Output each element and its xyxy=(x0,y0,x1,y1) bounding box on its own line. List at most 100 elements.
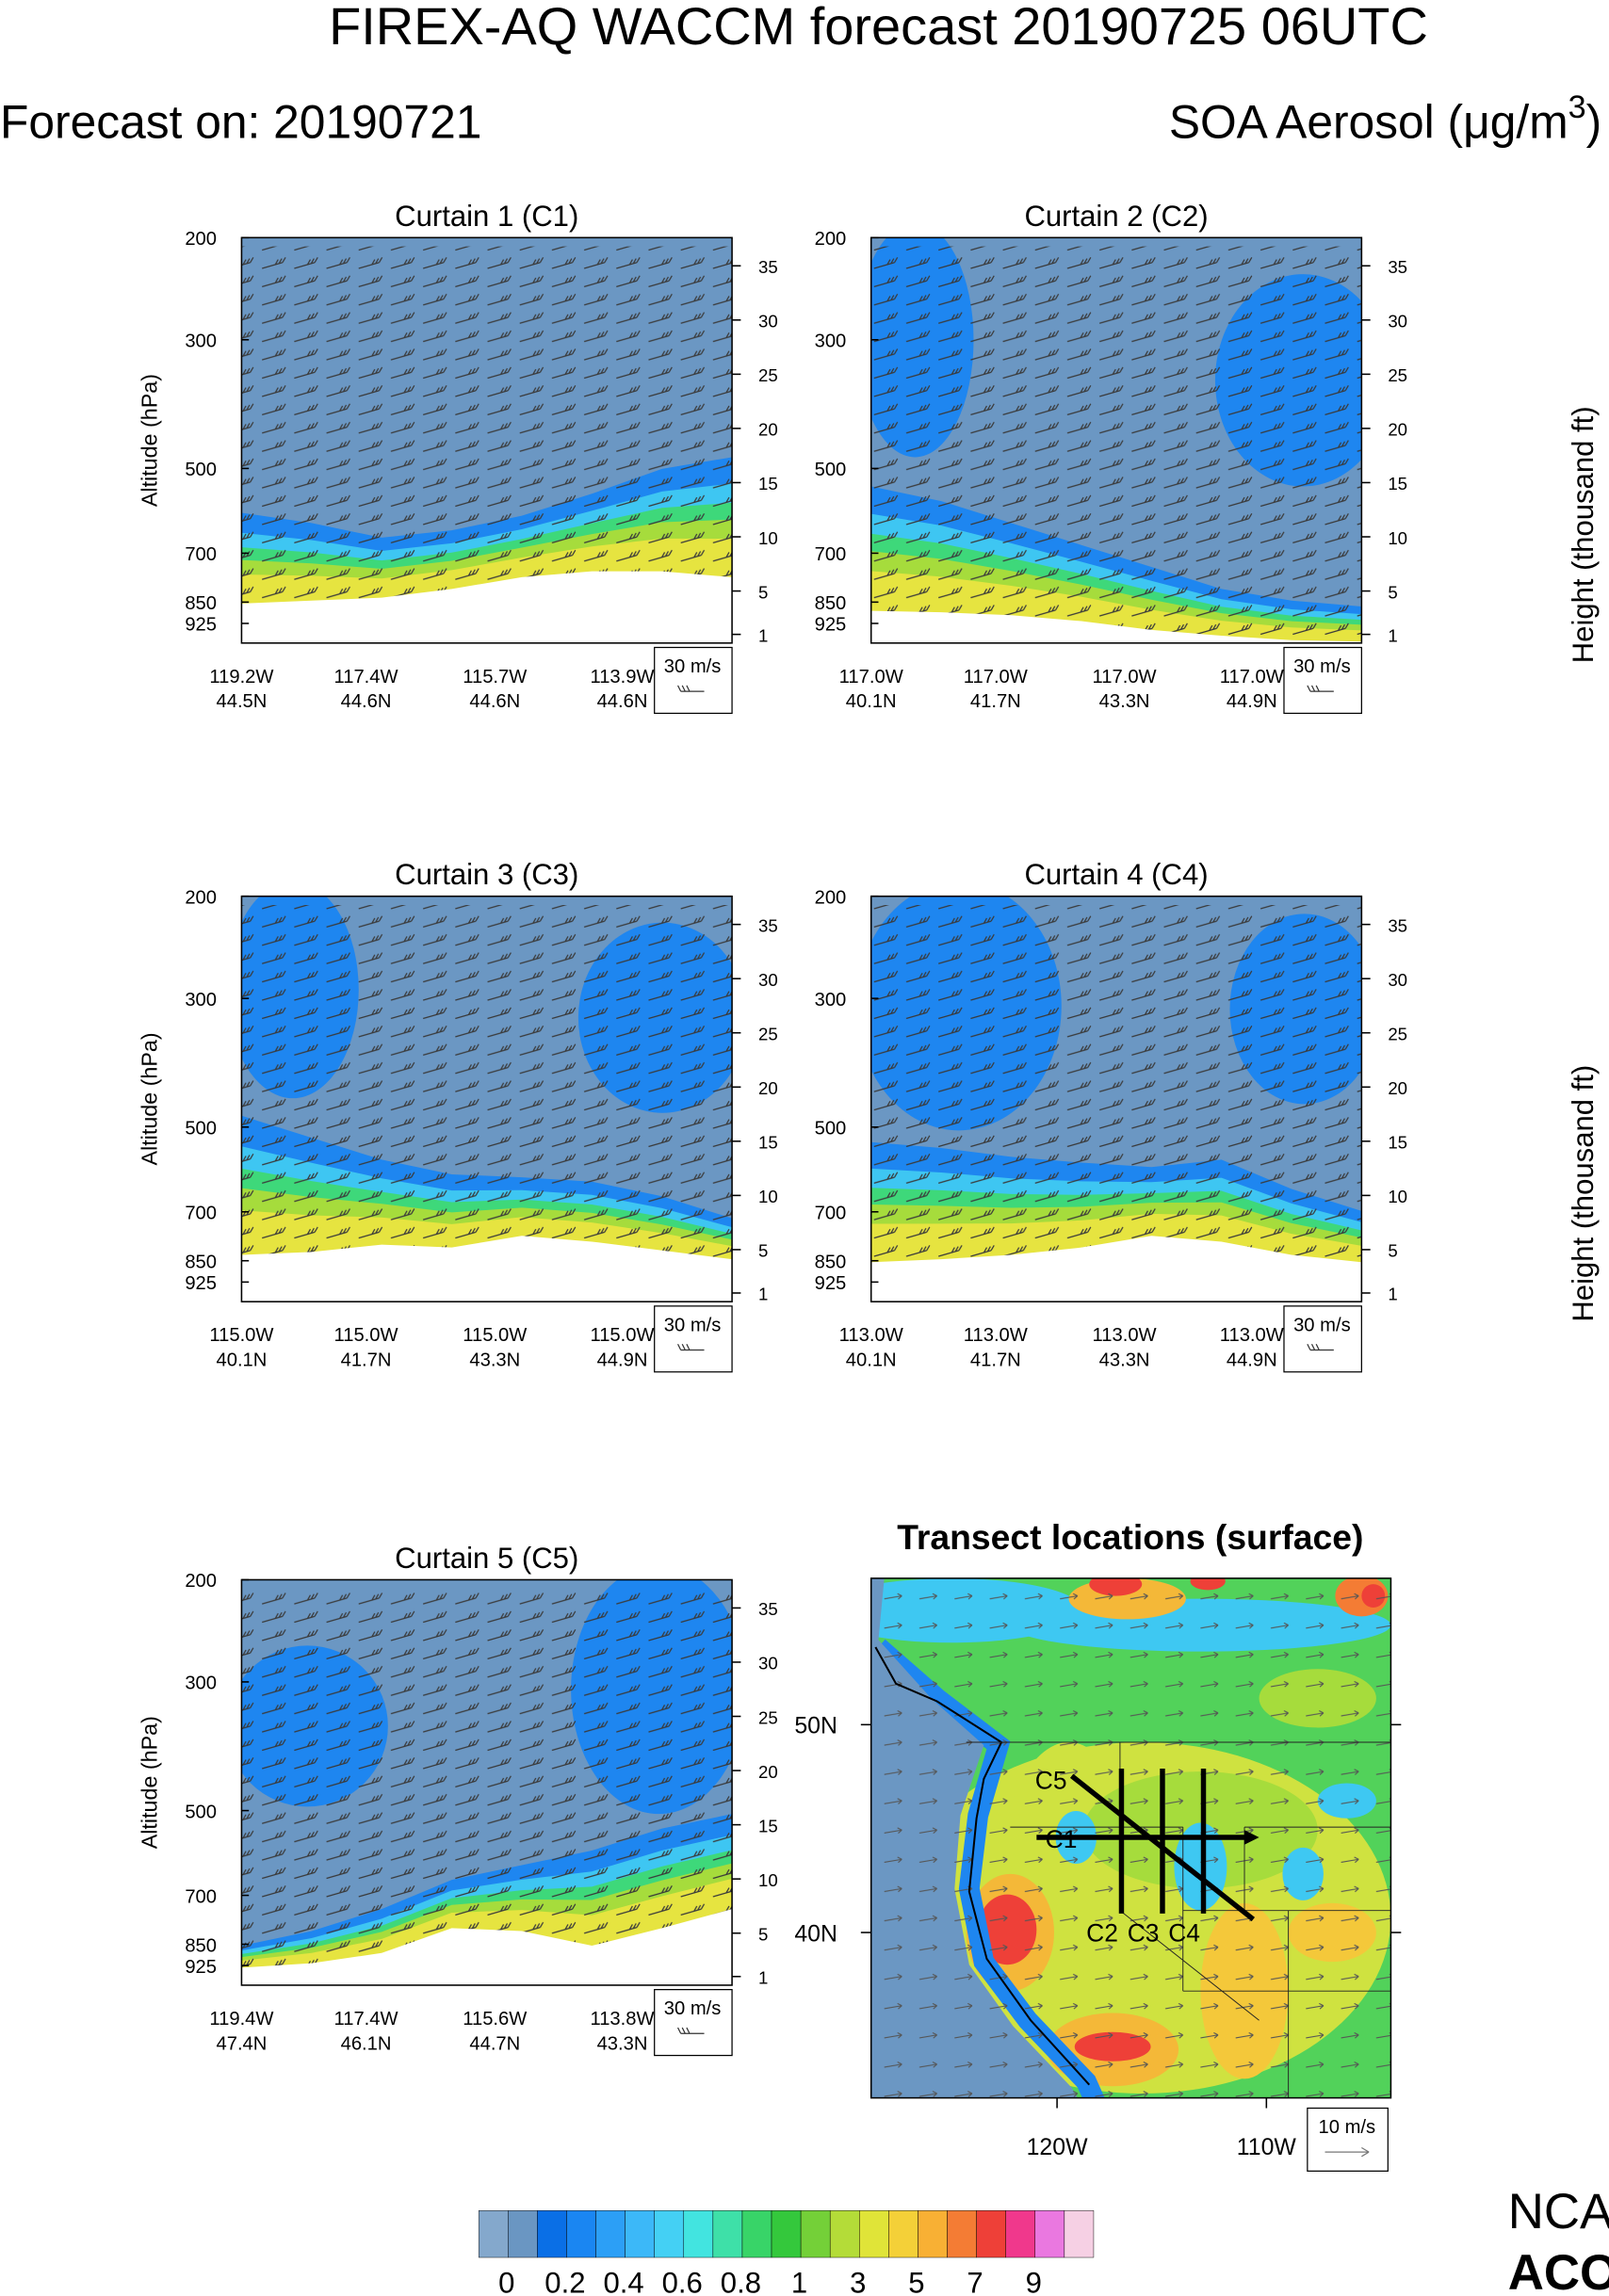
colorbar-swatch xyxy=(566,2210,596,2258)
pressure-tick-label: 850 xyxy=(815,593,847,614)
height-tick-label: 25 xyxy=(758,1024,778,1043)
x-label-lat: 43.3N xyxy=(1099,1350,1150,1371)
altitude-axis-label: Altitude (hPa) xyxy=(137,1716,161,1849)
transect-label: C3 xyxy=(1128,1918,1160,1947)
height-tick-label: 15 xyxy=(1388,1133,1407,1153)
colorbar-swatch xyxy=(1034,2210,1065,2258)
panel-title: Curtain 3 (C3) xyxy=(395,858,578,891)
below-ground xyxy=(870,1236,1362,1302)
height-tick-label: 1 xyxy=(758,625,768,645)
colorbar-swatch xyxy=(478,2210,509,2258)
pressure-tick-label: 200 xyxy=(815,229,847,250)
x-label-lon: 117.4W xyxy=(333,2009,398,2029)
colorbar-label: 5 xyxy=(908,2266,924,2296)
height-axis-label: Height (thousand ft) xyxy=(1567,406,1600,663)
x-label-lat: 44.7N xyxy=(469,2033,520,2054)
x-label-lon: 113.0W xyxy=(1093,1325,1157,1346)
height-tick-label: 1 xyxy=(1388,625,1397,645)
x-label-lon: 115.6W xyxy=(463,2009,527,2029)
height-tick-label: 20 xyxy=(758,1762,778,1782)
wind-barbs xyxy=(870,905,1362,1302)
pressure-tick-label: 500 xyxy=(815,460,847,480)
wind-barbs xyxy=(241,905,733,1302)
height-tick-label: 1 xyxy=(758,1285,768,1304)
colorbar-swatch xyxy=(683,2210,714,2258)
lat-label: 50N xyxy=(794,1713,837,1739)
colorbar-label: 0 xyxy=(498,2266,514,2296)
wind-key-barb xyxy=(1307,1343,1334,1351)
pressure-tick-label: 925 xyxy=(815,615,847,636)
height-tick-label: 30 xyxy=(758,970,778,990)
logo-line: ACO xyxy=(1508,2245,1609,2296)
map-title: Transect locations (surface) xyxy=(897,1517,1363,1557)
panel-title: Curtain 4 (C4) xyxy=(1024,858,1208,891)
transect-label: C1 xyxy=(1046,1825,1078,1853)
altitude-axis-label: Altitude (hPa) xyxy=(137,1032,161,1165)
wind-key-label: 30 m/s xyxy=(664,656,722,677)
panel-title: Curtain 5 (C5) xyxy=(395,1542,578,1575)
x-label-lat: 40.1N xyxy=(846,1350,897,1371)
wind-key-label: 30 m/s xyxy=(1293,656,1351,677)
plot-frame xyxy=(870,236,1363,644)
x-label-lat: 44.9N xyxy=(1227,691,1277,712)
height-tick-label: 15 xyxy=(758,474,778,493)
colorbar-swatch xyxy=(625,2210,655,2258)
height-tick-label: 30 xyxy=(758,1654,778,1673)
transect-arrow xyxy=(1244,1830,1260,1845)
wind-key-box xyxy=(654,646,733,715)
height-tick-label: 20 xyxy=(758,420,778,440)
pressure-tick-label: 700 xyxy=(815,1204,847,1224)
pressure-tick-label: 850 xyxy=(185,1935,217,1956)
pressure-tick-label: 300 xyxy=(185,331,217,352)
x-label-lat: 41.7N xyxy=(970,1350,1021,1371)
colorbar-label: 0.6 xyxy=(662,2266,703,2296)
transect-label: C4 xyxy=(1168,1918,1200,1947)
x-label-lat: 44.6N xyxy=(341,691,392,712)
colorbar-swatch xyxy=(1005,2210,1036,2258)
height-tick-label: 10 xyxy=(1388,1187,1407,1206)
wind-key-box xyxy=(1283,646,1362,715)
variable-label: SOA Aerosol (μg/m3) xyxy=(1169,89,1601,149)
x-label-lon: 115.0W xyxy=(463,1325,527,1346)
wind-barbs xyxy=(241,1588,733,1985)
wind-key-box xyxy=(654,1305,733,1373)
wind-key-barb xyxy=(677,2027,705,2034)
x-label-lon: 117.0W xyxy=(1093,667,1157,687)
x-label-lon: 113.0W xyxy=(1220,1325,1284,1346)
x-label-lat: 44.6N xyxy=(597,691,648,712)
plot-frame xyxy=(870,895,1363,1302)
colorbar-label: 0.4 xyxy=(603,2266,643,2296)
height-tick-label: 15 xyxy=(1388,474,1407,493)
x-label-lon: 117.0W xyxy=(964,667,1028,687)
x-label-lat: 44.6N xyxy=(469,691,520,712)
height-tick-label: 35 xyxy=(758,257,778,277)
pressure-tick-label: 700 xyxy=(185,544,217,565)
colorbar-label: 1 xyxy=(791,2266,807,2296)
lon-label: 110W xyxy=(1237,2134,1297,2160)
height-tick-label: 35 xyxy=(758,1599,778,1619)
x-label-lat: 40.1N xyxy=(846,691,897,712)
wind-key-arrow xyxy=(1325,2146,1370,2158)
height-tick-label: 15 xyxy=(758,1133,778,1153)
x-label-lat: 46.1N xyxy=(341,2033,392,2054)
map-field xyxy=(870,1577,1391,2098)
height-tick-label: 15 xyxy=(758,1816,778,1835)
field xyxy=(870,896,1362,1302)
forecast-date: Forecast on: 20190721 xyxy=(0,96,481,149)
height-tick-label: 25 xyxy=(758,1707,778,1727)
pressure-tick-label: 300 xyxy=(815,331,847,352)
height-tick-label: 10 xyxy=(1388,528,1407,548)
pressure-tick-label: 500 xyxy=(815,1119,847,1140)
pressure-tick-label: 700 xyxy=(185,1886,217,1907)
title: FIREX-AQ WACCM forecast 20190725 06UTC xyxy=(329,0,1428,56)
height-axis-label: Height (thousand ft) xyxy=(1567,1065,1600,1322)
colorbar-swatch xyxy=(800,2210,831,2258)
field xyxy=(241,896,733,1302)
colorbar-label: 0.8 xyxy=(721,2266,761,2296)
colorbar-swatch xyxy=(771,2210,802,2258)
